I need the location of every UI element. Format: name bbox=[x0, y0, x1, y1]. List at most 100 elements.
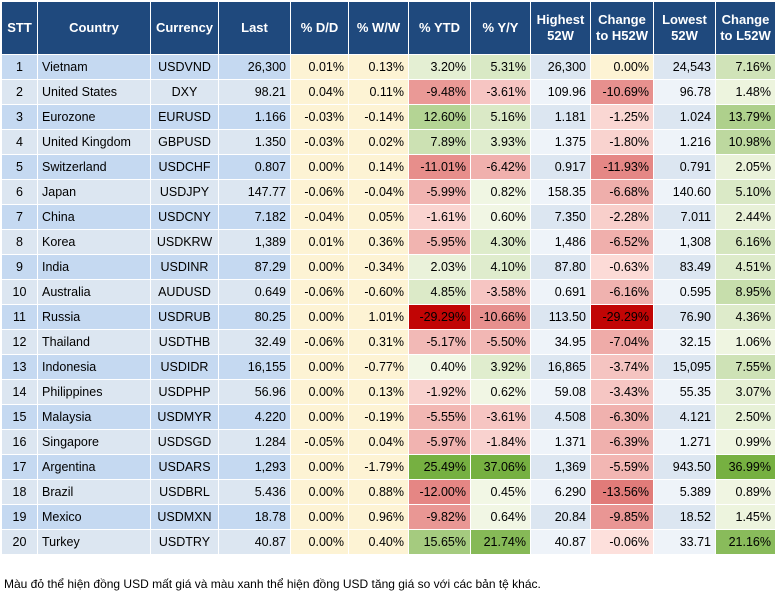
table-cell: 0.00% bbox=[290, 529, 349, 555]
table-cell: -1.79% bbox=[348, 454, 409, 480]
table-cell: 3.93% bbox=[470, 129, 531, 155]
table-cell: 5.436 bbox=[218, 479, 291, 505]
table-cell: -1.84% bbox=[470, 429, 531, 455]
table-cell: 15,095 bbox=[653, 354, 716, 380]
table-cell: 0.60% bbox=[470, 204, 531, 230]
table-cell: 5.16% bbox=[470, 104, 531, 130]
table-cell: 59.08 bbox=[530, 379, 591, 405]
table-cell: 12 bbox=[1, 329, 38, 355]
column-header: Country bbox=[37, 1, 151, 55]
table-cell: 20 bbox=[1, 529, 38, 555]
table-cell: 87.29 bbox=[218, 254, 291, 280]
table-cell: -1.80% bbox=[590, 129, 654, 155]
table-cell: USDSGD bbox=[150, 429, 219, 455]
table-cell: 0.96% bbox=[348, 504, 409, 530]
table-cell: -6.16% bbox=[590, 279, 654, 305]
table-cell: Brazil bbox=[37, 479, 151, 505]
table-cell: 0.14% bbox=[348, 154, 409, 180]
table-row: 18 Brazil USDBRL 5.436 0.00% 0.88% -12.00% 0.45… bbox=[1, 479, 776, 505]
table-cell: 15 bbox=[1, 404, 38, 430]
table-cell: 21.74% bbox=[470, 529, 531, 555]
table-cell: 4.36% bbox=[715, 304, 776, 330]
table-cell: 21.16% bbox=[715, 529, 776, 555]
table-cell: 1.371 bbox=[530, 429, 591, 455]
table-cell: USDKRW bbox=[150, 229, 219, 255]
table-cell: -0.03% bbox=[290, 104, 349, 130]
table-cell: 14 bbox=[1, 379, 38, 405]
table-cell: 147.77 bbox=[218, 179, 291, 205]
table-cell: -12.00% bbox=[408, 479, 471, 505]
table-cell: 2.05% bbox=[715, 154, 776, 180]
table-cell: 87.80 bbox=[530, 254, 591, 280]
table-cell: 1.48% bbox=[715, 79, 776, 105]
table-cell: -29.29% bbox=[590, 304, 654, 330]
table-cell: 0.04% bbox=[290, 79, 349, 105]
table-cell: -3.43% bbox=[590, 379, 654, 405]
table-cell: Mexico bbox=[37, 504, 151, 530]
table-cell: USDIDR bbox=[150, 354, 219, 380]
column-header: Last bbox=[218, 1, 291, 55]
table-cell: 943.50 bbox=[653, 454, 716, 480]
table-cell: -9.85% bbox=[590, 504, 654, 530]
table-cell: Philippines bbox=[37, 379, 151, 405]
table-cell: 32.15 bbox=[653, 329, 716, 355]
table-cell: -0.14% bbox=[348, 104, 409, 130]
table-cell: 11 bbox=[1, 304, 38, 330]
table-cell: 2.03% bbox=[408, 254, 471, 280]
table-cell: 0.04% bbox=[348, 429, 409, 455]
table-cell: 7.16% bbox=[715, 54, 776, 80]
table-cell: 1.166 bbox=[218, 104, 291, 130]
table-row: 10 Australia AUDUSD 0.649 -0.06% -0.60% 4.85% -… bbox=[1, 279, 776, 305]
column-header: Change to L52W bbox=[715, 1, 776, 55]
column-header: Change to H52W bbox=[590, 1, 654, 55]
table-cell: 0.00% bbox=[290, 354, 349, 380]
table-cell: -10.66% bbox=[470, 304, 531, 330]
table-cell: -5.50% bbox=[470, 329, 531, 355]
table-cell: -5.17% bbox=[408, 329, 471, 355]
table-cell: 2 bbox=[1, 79, 38, 105]
table-cell: 1.271 bbox=[653, 429, 716, 455]
table-cell: United Kingdom bbox=[37, 129, 151, 155]
table-cell: 0.13% bbox=[348, 54, 409, 80]
table-cell: Russia bbox=[37, 304, 151, 330]
table-cell: -0.06% bbox=[590, 529, 654, 555]
table-cell: -0.06% bbox=[290, 279, 349, 305]
table-cell: Singapore bbox=[37, 429, 151, 455]
table-cell: USDPHP bbox=[150, 379, 219, 405]
footnote: Màu đỏ thể hiện đồng USD mất giá và màu … bbox=[4, 577, 541, 591]
table-cell: 18.52 bbox=[653, 504, 716, 530]
table-cell: -0.03% bbox=[290, 129, 349, 155]
table-cell: -10.69% bbox=[590, 79, 654, 105]
table-cell: Japan bbox=[37, 179, 151, 205]
table-row: 3 Eurozone EURUSD 1.166 -0.03% -0.14% 12.60% 5.… bbox=[1, 104, 776, 130]
table-body: 1 Vietnam USDVND 26,300 0.01% 0.13% 3.20% 5.31%… bbox=[1, 54, 776, 555]
table-cell: United States bbox=[37, 79, 151, 105]
table-cell: 3.20% bbox=[408, 54, 471, 80]
table-cell: 0.62% bbox=[470, 379, 531, 405]
table-cell: 96.78 bbox=[653, 79, 716, 105]
table-cell: Thailand bbox=[37, 329, 151, 355]
table-cell: 2.44% bbox=[715, 204, 776, 230]
table-cell: 5.10% bbox=[715, 179, 776, 205]
table-cell: 0.00% bbox=[290, 254, 349, 280]
table-cell: 1.181 bbox=[530, 104, 591, 130]
table-cell: USDRUB bbox=[150, 304, 219, 330]
table-cell: 34.95 bbox=[530, 329, 591, 355]
table-cell: India bbox=[37, 254, 151, 280]
table-cell: 76.90 bbox=[653, 304, 716, 330]
table-cell: 4.508 bbox=[530, 404, 591, 430]
table-cell: USDMYR bbox=[150, 404, 219, 430]
header-row: STT Country Currency Last% D/D% W/W% YTD% Y… bbox=[1, 1, 776, 55]
fx-table: STT Country Currency Last% D/D% W/W% YTD% Y… bbox=[1, 1, 776, 555]
table-cell: Vietnam bbox=[37, 54, 151, 80]
table-cell: 9 bbox=[1, 254, 38, 280]
table-cell: GBPUSD bbox=[150, 129, 219, 155]
table-cell: -6.68% bbox=[590, 179, 654, 205]
table-cell: 1.284 bbox=[218, 429, 291, 455]
table-cell: -3.74% bbox=[590, 354, 654, 380]
table-cell: 0.00% bbox=[290, 504, 349, 530]
table-cell: 4.220 bbox=[218, 404, 291, 430]
table-cell: -5.59% bbox=[590, 454, 654, 480]
table-cell: -6.39% bbox=[590, 429, 654, 455]
table-row: 2 United States DXY 98.21 0.04% 0.11% -9.48% -3… bbox=[1, 79, 776, 105]
